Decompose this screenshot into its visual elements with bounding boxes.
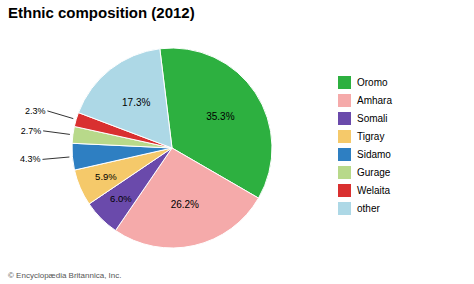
data-label: 2.3% [25,106,46,116]
pie [72,48,272,248]
legend-swatch [338,130,351,143]
data-label: 2.7% [21,126,42,136]
legend-label: Gurage [357,167,391,178]
data-label: 17.3% [122,97,150,108]
legend-label: Oromo [357,77,388,88]
legend-item: Oromo [338,76,388,89]
legend-swatch [338,112,351,125]
legend-label: Welaita [357,185,391,196]
leader-line [42,157,69,159]
legend-swatch [338,166,351,179]
data-label: 5.9% [95,171,117,182]
legend-item: Amhara [338,94,392,107]
footer: © Encyclopædia Britannica, Inc. [8,271,122,280]
leader-line [43,131,70,135]
legend-swatch [338,94,351,107]
legend-item: Tigray [338,130,384,143]
slice [78,49,172,148]
legend-item: other [338,202,380,215]
legend-label: Tigray [357,131,384,142]
legend-item: Somali [338,112,388,125]
legend-item: Welaita [338,184,391,197]
data-label: 6.0% [110,193,132,204]
legend: Oromo Amhara Somali Tigray Sidamo Gurage Welai… [338,76,392,215]
legend-swatch [338,202,351,215]
chart: Ethnic composition (2012) © Encyclopædia … [0,0,474,284]
legend-label: Somali [357,113,388,124]
title: Ethnic composition (2012) [8,4,195,21]
legend-swatch [338,184,351,197]
data-labels: 35.3% 26.2% 6.0% 5.9% 4.3% 2.7% 2.3% 17.3% [20,97,235,210]
legend-label: other [357,203,380,214]
data-label: 4.3% [20,154,41,164]
data-label: 35.3% [206,111,234,122]
leader-line [47,111,73,119]
data-label: 26.2% [171,199,199,210]
legend-item: Gurage [338,166,391,179]
legend-swatch [338,76,351,89]
legend-item: Sidamo [338,148,391,161]
legend-label: Sidamo [357,149,391,160]
background [0,0,474,284]
legend-label: Amhara [357,95,392,106]
legend-swatch [338,148,351,161]
